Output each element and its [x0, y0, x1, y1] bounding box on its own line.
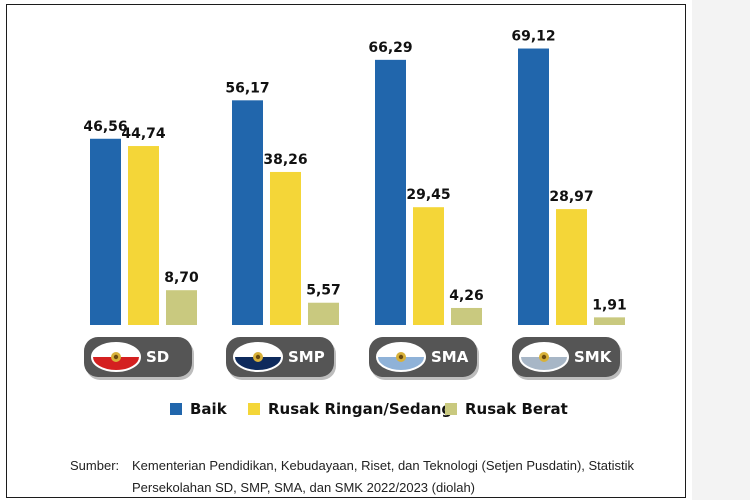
- bar-sd-baik: [90, 138, 121, 325]
- category-label-sd: SD: [146, 348, 169, 366]
- legend-item-baik: Baik: [170, 400, 227, 418]
- source-label: Sumber:: [70, 458, 120, 473]
- source-text: Kementerian Pendidikan, Kebudayaan, Rise…: [132, 458, 635, 495]
- bar-smp-baik: [232, 100, 263, 325]
- legend-swatch-rusak-ringan: [248, 403, 260, 415]
- data-label-smp-baik: 56,17: [225, 80, 269, 96]
- bar-sma-rusak-berat: [451, 307, 482, 325]
- category-label-smp: SMP: [288, 348, 325, 366]
- school-flag-badge-icon: [91, 342, 141, 372]
- data-label-sd-rusak-ringan: 44,74: [121, 126, 166, 142]
- data-label-sd-baik: 46,56: [83, 119, 127, 135]
- data-label-sma-rusak-berat: 4,26: [449, 288, 484, 304]
- data-label-smp-rusak-ringan: 38,26: [263, 152, 307, 168]
- page-margin: [692, 0, 750, 500]
- category-pill-smk: SMK: [512, 337, 622, 380]
- school-flag-badge-icon: [233, 342, 283, 372]
- category-pill-smp: SMP: [226, 337, 336, 380]
- chart-legend: Baik Rusak Ringan/Sedang Rusak Berat: [0, 400, 680, 430]
- data-label-sma-baik: 66,29: [368, 40, 412, 56]
- bar-sd-rusak-berat: [166, 290, 197, 325]
- data-label-smp-rusak-berat: 5,57: [306, 283, 341, 299]
- legend-swatch-rusak-berat: [445, 403, 457, 415]
- school-flag-badge-icon: [519, 342, 569, 372]
- category-pill-sd: SD: [84, 337, 194, 380]
- data-label-smk-rusak-ringan: 28,97: [549, 189, 593, 205]
- legend-item-rusak-berat: Rusak Berat: [445, 400, 568, 418]
- category-pill-sma: SMA: [369, 337, 479, 380]
- bar-sma-rusak-ringan: [413, 207, 444, 325]
- data-label-smk-baik: 69,12: [511, 29, 555, 45]
- bar-smk-rusak-ringan: [556, 209, 587, 325]
- school-flag-badge-icon: [376, 342, 426, 372]
- category-label-sma: SMA: [431, 348, 469, 366]
- data-label-sma-rusak-ringan: 29,45: [406, 187, 450, 203]
- bar-smp-rusak-ringan: [270, 171, 301, 325]
- bar-smk-baik: [518, 48, 549, 326]
- legend-item-rusak-ringan: Rusak Ringan/Sedang: [248, 400, 452, 418]
- bar-smk-rusak-berat: [594, 317, 625, 325]
- bar-smp-rusak-berat: [308, 302, 339, 325]
- data-label-sd-rusak-berat: 8,70: [164, 270, 199, 286]
- data-label-smk-rusak-berat: 1,91: [592, 297, 627, 313]
- legend-label-baik: Baik: [190, 400, 227, 418]
- legend-label-rusak-ringan: Rusak Ringan/Sedang: [268, 400, 453, 418]
- legend-swatch-baik: [170, 403, 182, 415]
- category-label-smk: SMK: [574, 348, 613, 366]
- bar-sd-rusak-ringan: [128, 146, 159, 325]
- bar-sma-baik: [375, 59, 406, 326]
- legend-label-rusak-berat: Rusak Berat: [465, 400, 568, 418]
